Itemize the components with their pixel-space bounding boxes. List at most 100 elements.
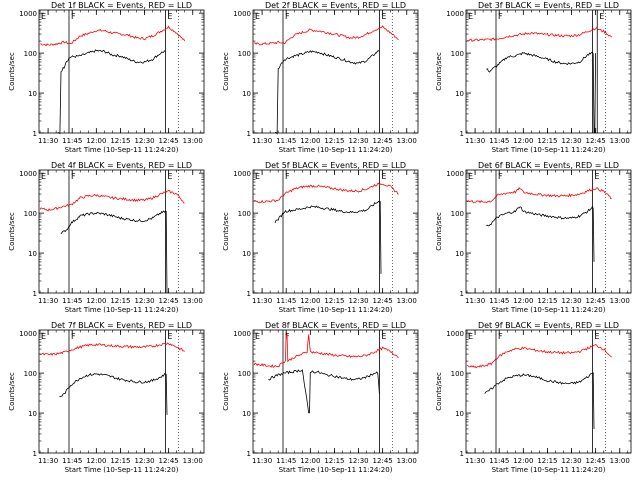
y-axis-label: Counts/sec: [8, 212, 16, 251]
x-tick-label: 13:00: [183, 297, 203, 305]
y-tick-label: 10: [28, 410, 37, 418]
events-series: [486, 205, 595, 262]
x-tick-label: 12:00: [513, 297, 533, 305]
x-tick-label: 12:30: [561, 137, 581, 145]
marker-f: F: [285, 12, 290, 21]
panel-title: Det 2f BLACK = Events, RED = LLD: [265, 1, 406, 10]
y-tick-label: 10: [455, 410, 464, 418]
x-tick-label: 11:45: [62, 297, 82, 305]
x-tick-label: 12:00: [300, 297, 320, 305]
panel-det-2: Det 2f BLACK = Events, RED = LLD E F E 1 10 10…: [222, 1, 419, 154]
events-series: [268, 369, 380, 414]
y-tick-label: 1: [33, 130, 37, 138]
panel-det-1: Det 1f BLACK = Events, RED = LLD E F E 1 10 10…: [8, 1, 205, 154]
y-tick-label: 100: [238, 210, 251, 218]
x-tick-label: 12:15: [537, 457, 557, 465]
marker-f: F: [285, 172, 290, 181]
panel-title: Det 6f BLACK = Events, RED = LLD: [478, 161, 619, 170]
lld-series: [466, 344, 612, 369]
y-tick-label: 1: [247, 450, 251, 458]
y-tick-label: 100: [451, 210, 464, 218]
plot-frame: [252, 169, 419, 294]
x-tick-label: 12:00: [300, 137, 320, 145]
marker-e: E: [167, 172, 172, 181]
x-tick-label: 12:15: [324, 457, 344, 465]
x-tick-label: 12:15: [537, 297, 557, 305]
lld-series: [40, 25, 186, 47]
plot-frame: [38, 169, 205, 294]
x-axis-label: Start Time (10-Sep-11 11:24:20): [492, 146, 606, 154]
x-tick-label: 12:00: [86, 457, 106, 465]
y-tick-label: 1000: [233, 330, 251, 338]
x-tick-label: 12:45: [586, 297, 606, 305]
y-tick-label: 1: [247, 130, 251, 138]
panel-title: Det 1f BLACK = Events, RED = LLD: [51, 1, 192, 10]
y-axis-label: Counts/sec: [222, 52, 230, 91]
x-tick-label: 12:45: [586, 457, 606, 465]
x-tick-label: 12:30: [561, 297, 581, 305]
plot-frame: [465, 169, 632, 294]
plot-frame: [252, 329, 419, 454]
y-tick-label: 1: [460, 290, 464, 298]
y-axis-label: Counts/sec: [435, 212, 443, 251]
x-tick-label: 13:00: [183, 137, 203, 145]
panel-title: Det 9f BLACK = Events, RED = LLD: [478, 321, 619, 330]
x-tick-label: 12:30: [134, 457, 154, 465]
x-axis-label: Start Time (10-Sep-11 11:24:20): [65, 146, 179, 154]
y-tick-label: 100: [451, 50, 464, 58]
x-tick-label: 12:45: [373, 297, 393, 305]
y-tick-label: 100: [24, 50, 37, 58]
marker-f: F: [498, 12, 503, 21]
y-tick-label: 1000: [19, 10, 37, 18]
x-tick-label: 11:45: [489, 297, 509, 305]
y-tick-label: 1: [33, 290, 37, 298]
x-tick-label: 12:15: [537, 137, 557, 145]
marker-f: F: [498, 172, 503, 181]
x-axis-label: Start Time (10-Sep-11 11:24:20): [492, 306, 606, 314]
x-axis-label: Start Time (10-Sep-11 11:24:20): [492, 466, 606, 474]
x-tick-label: 11:30: [252, 457, 272, 465]
x-tick-label: 11:45: [276, 457, 296, 465]
marker-e: E: [468, 12, 473, 21]
y-tick-label: 100: [451, 370, 464, 378]
marker-e: E: [594, 332, 599, 341]
x-tick-label: 12:45: [586, 137, 606, 145]
marker-f: F: [71, 12, 76, 21]
x-axis-label: Start Time (10-Sep-11 11:24:20): [65, 306, 179, 314]
y-tick-label: 100: [24, 370, 37, 378]
x-tick-label: 12:15: [324, 137, 344, 145]
lld-series: [39, 189, 185, 212]
lld-series: [466, 26, 612, 43]
y-tick-label: 1: [247, 290, 251, 298]
x-tick-label: 13:00: [610, 137, 630, 145]
y-axis-label: Counts/sec: [435, 52, 443, 91]
x-tick-label: 11:45: [489, 457, 509, 465]
y-tick-label: 10: [242, 410, 251, 418]
x-tick-label: 12:00: [86, 137, 106, 145]
y-tick-label: 10: [455, 90, 464, 98]
y-tick-label: 1000: [233, 10, 251, 18]
x-tick-label: 12:30: [348, 137, 368, 145]
panel-det-7: Det 7f BLACK = Events, RED = LLD E F E 1 10 10…: [8, 321, 205, 474]
events-series: [59, 372, 168, 415]
lld-series: [39, 342, 185, 357]
x-axis-label: Start Time (10-Sep-11 11:24:20): [279, 306, 393, 314]
marker-e: E: [41, 172, 46, 181]
x-tick-label: 12:00: [300, 457, 320, 465]
x-tick-label: 11:45: [276, 137, 296, 145]
marker-f: F: [498, 332, 503, 341]
plot-frame: [465, 329, 632, 454]
panel-title: Det 7f BLACK = Events, RED = LLD: [51, 321, 192, 330]
x-tick-label: 13:00: [610, 297, 630, 305]
x-tick-label: 11:30: [465, 457, 485, 465]
y-tick-label: 1000: [446, 10, 464, 18]
panel-det-8: Det 8f BLACK = Events, RED = LLD E F E 1 10 10…: [222, 321, 419, 474]
marker-e: E: [167, 12, 172, 21]
x-tick-label: 13:00: [183, 457, 203, 465]
x-tick-label: 12:45: [159, 137, 179, 145]
x-tick-label: 12:15: [324, 297, 344, 305]
y-tick-label: 10: [242, 250, 251, 258]
lld-series: [254, 25, 399, 46]
x-tick-label: 12:15: [110, 297, 130, 305]
